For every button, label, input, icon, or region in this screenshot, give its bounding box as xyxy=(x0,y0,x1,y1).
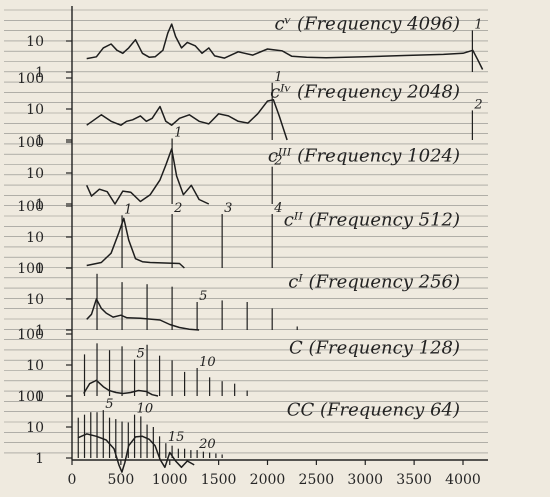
partial-label: 15 xyxy=(168,430,185,445)
partial-label: 5 xyxy=(199,289,207,304)
x-tick-label: 500 xyxy=(108,472,135,488)
partial-label: 1 xyxy=(274,70,282,85)
x-tick-labels: 0 500 1000 1500 2000 2500 3000 3500 4000 xyxy=(68,460,481,488)
partial-label: 10 xyxy=(137,402,154,417)
x-tick-label: 3500 xyxy=(396,472,432,488)
panel-title-cIV: cᴵᵛ (Frequency 2048) xyxy=(270,82,460,103)
resonance-curve-CC xyxy=(77,433,195,473)
panel-cI: 100 10 1 5 cᴵ (Frequency 256) xyxy=(17,261,460,339)
panel-title-cII: cᴵᴵ (Frequency 512) xyxy=(284,210,460,231)
y-tick-label: 10 xyxy=(26,102,44,118)
y-tick-label: 1 xyxy=(35,133,44,149)
panels: 10 1 1 cᵛ (Frequency 4096) 100 10 1 1 2 cᴵᵛ (Freq… xyxy=(17,14,484,473)
y-tick-label: 1 xyxy=(35,323,44,339)
partial-label: 5 xyxy=(137,347,145,362)
x-tick-label: 2500 xyxy=(299,472,335,488)
resonance-curve-cIV xyxy=(86,98,288,141)
partial-label: 10 xyxy=(199,355,216,370)
axes xyxy=(71,6,488,461)
partial-label: 20 xyxy=(198,437,216,452)
panel-title-cV: cᵛ (Frequency 4096) xyxy=(275,14,460,35)
resonance-curve-cII xyxy=(86,217,185,269)
y-tick-label: 10 xyxy=(26,230,44,246)
panel-cV: 10 1 1 cᵛ (Frequency 4096) xyxy=(26,14,484,81)
resonance-curve-cV xyxy=(86,23,484,70)
x-tick-label: 1500 xyxy=(201,472,237,488)
y-tick-label: 10 xyxy=(26,420,44,436)
y-tick-label: 1 xyxy=(35,451,44,467)
y-tick-label: 10 xyxy=(26,34,44,50)
y-tick-label: 1 xyxy=(35,197,44,213)
y-tick-label: 10 xyxy=(26,292,44,308)
y-tick-label: 100 xyxy=(17,327,44,343)
panel-title-C: C (Frequency 128) xyxy=(289,338,460,359)
panel-title-cI: cᴵ (Frequency 256) xyxy=(288,272,460,293)
partial-label: 2 xyxy=(273,154,282,169)
y-tick-label: 10 xyxy=(26,166,44,182)
panel-cIV: 100 10 1 1 2 cᴵᵛ (Frequency 2048) xyxy=(17,70,482,149)
y-tick-label: 1 xyxy=(35,261,44,277)
horizontal-gridlines xyxy=(4,9,488,454)
partial-label: 2 xyxy=(473,97,482,112)
x-tick-label: 4000 xyxy=(445,472,481,488)
y-tick-label: 100 xyxy=(17,261,44,277)
partial-label: 1 xyxy=(124,202,132,217)
y-tick-label: 1 xyxy=(35,65,44,81)
y-tick-label: 100 xyxy=(17,71,44,87)
y-tick-label: 100 xyxy=(17,199,44,215)
y-tick-label: 10 xyxy=(26,358,44,374)
partial-label: 1 xyxy=(174,125,182,140)
resonance-curve-cIII xyxy=(86,148,210,205)
x-tick-label: 1000 xyxy=(152,472,188,488)
partial-label: 5 xyxy=(105,397,113,412)
x-tick-label: 2000 xyxy=(250,472,286,488)
partial-label: 3 xyxy=(224,201,232,216)
partial-label: 2 xyxy=(173,201,182,216)
panel-title-CC: CC (Frequency 64) xyxy=(287,400,460,421)
x-tick-label: 0 xyxy=(68,472,77,488)
y-tick-label: 100 xyxy=(17,135,44,151)
panel-C: 100 10 1 5 10 C (Frequency 128) xyxy=(17,327,460,405)
partial-label: 4 xyxy=(273,201,282,216)
panel-title-cIII: cᴵᴵᴵ (Frequency 1024) xyxy=(268,146,460,167)
x-tick-label: 3000 xyxy=(347,472,383,488)
partial-label: 1 xyxy=(474,17,482,32)
y-tick-label: 1 xyxy=(35,389,44,405)
y-tick-label: 100 xyxy=(17,389,44,405)
